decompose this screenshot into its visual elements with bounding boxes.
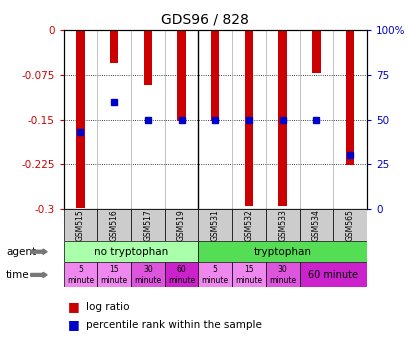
Bar [76,30,84,208]
Bar [164,262,198,287]
Text: GSM533: GSM533 [277,209,286,241]
Bar [265,209,299,241]
Text: GSM515: GSM515 [76,209,85,241]
Text: GSM534: GSM534 [311,209,320,241]
Text: 5
minute: 5 minute [67,265,94,285]
Bar [130,262,164,287]
Text: ■: ■ [67,318,79,331]
Text: GSM517: GSM517 [143,209,152,241]
Text: log ratio: log ratio [86,302,129,312]
Bar [311,30,320,73]
Bar [278,30,286,206]
Bar [231,209,265,241]
Text: percentile rank within the sample: percentile rank within the sample [86,320,261,330]
Text: GSM519: GSM519 [177,209,186,241]
Bar [345,30,353,165]
Bar [198,241,366,262]
Text: GSM565: GSM565 [345,209,354,241]
Bar [244,30,252,206]
Bar [231,262,265,287]
Text: agent: agent [6,247,36,257]
Bar [164,209,198,241]
Bar [110,30,118,63]
Bar [63,209,97,241]
Bar [299,209,333,241]
Text: 60
minute: 60 minute [168,265,195,285]
Bar [97,262,130,287]
Bar [143,30,152,85]
Bar [198,262,231,287]
Bar [211,30,219,121]
Text: GSM516: GSM516 [109,209,118,241]
Text: no tryptophan: no tryptophan [94,247,168,257]
Text: GDS96 / 828: GDS96 / 828 [161,12,248,26]
Text: ■: ■ [67,301,79,313]
Text: time: time [6,270,30,280]
Bar [63,262,97,287]
Text: 30
minute: 30 minute [134,265,161,285]
Text: GSM532: GSM532 [244,209,253,241]
Text: 60 minute: 60 minute [308,270,357,280]
Bar [97,209,130,241]
Text: 15
minute: 15 minute [100,265,127,285]
Bar [299,262,366,287]
Text: GSM531: GSM531 [210,209,219,241]
Text: 5
minute: 5 minute [201,265,228,285]
Bar [130,209,164,241]
Text: 15
minute: 15 minute [235,265,262,285]
Bar [265,262,299,287]
Bar [333,209,366,241]
Bar [177,30,185,121]
Bar [198,209,231,241]
Bar [63,241,198,262]
Text: tryptophan: tryptophan [253,247,311,257]
Text: 30
minute: 30 minute [268,265,296,285]
